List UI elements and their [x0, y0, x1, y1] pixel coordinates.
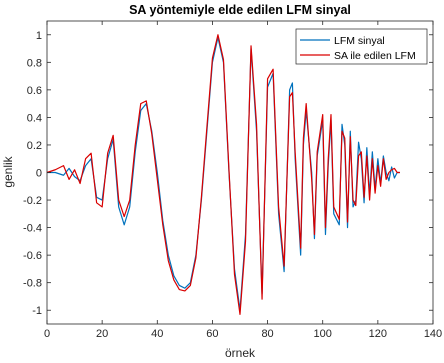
x-tick-label-7: 140 — [424, 328, 442, 340]
x-tick-label-1: 20 — [96, 328, 108, 340]
plot-frame — [46, 20, 434, 325]
y-tick-label-8: 0.6 — [27, 85, 42, 97]
y-tick-label-9: 0.8 — [27, 57, 42, 69]
x-tick-label-4: 80 — [261, 328, 273, 340]
y-tick-label-7: 0.4 — [27, 112, 42, 124]
y-tick-label-3: -0.4 — [23, 223, 42, 235]
y-tick-label-10: 1 — [36, 30, 42, 42]
series-line-1 — [46, 34, 400, 315]
x-tick-label-2: 40 — [151, 328, 163, 340]
series-layer — [46, 34, 400, 315]
x-tick-label-6: 120 — [369, 328, 387, 340]
y-tick-label-0: -1 — [32, 305, 42, 317]
x-axis-label: örnek — [225, 346, 256, 360]
y-tick-label-5: 0 — [36, 168, 42, 180]
legend: LFM sinyal SA ile edilen LFM — [295, 28, 428, 65]
y-axis-label: genlik — [1, 155, 15, 187]
y-tick-label-1: -0.8 — [23, 278, 42, 290]
y-tick-label-4: -0.2 — [23, 195, 42, 207]
y-tick-label-6: 0.2 — [27, 140, 42, 152]
x-tick-label-3: 60 — [206, 328, 218, 340]
ticks-layer: 0 20 40 60 80 100 120 140 -1 -0.8 -0.6 -0.4 -0.2 0 0.2… — [23, 21, 442, 340]
legend-box — [295, 28, 428, 65]
plot-area — [46, 20, 434, 325]
x-tick-label-5: 100 — [314, 328, 332, 340]
legend-label-sa: SA ile edilen LFM — [334, 50, 416, 62]
legend-label-lfm: LFM sinyal — [334, 35, 385, 47]
chart-title: SA yöntemiyle elde edilen LFM sinyal — [129, 3, 351, 17]
x-tick-label-0: 0 — [44, 328, 50, 340]
y-tick-label-2: -0.6 — [23, 250, 42, 262]
